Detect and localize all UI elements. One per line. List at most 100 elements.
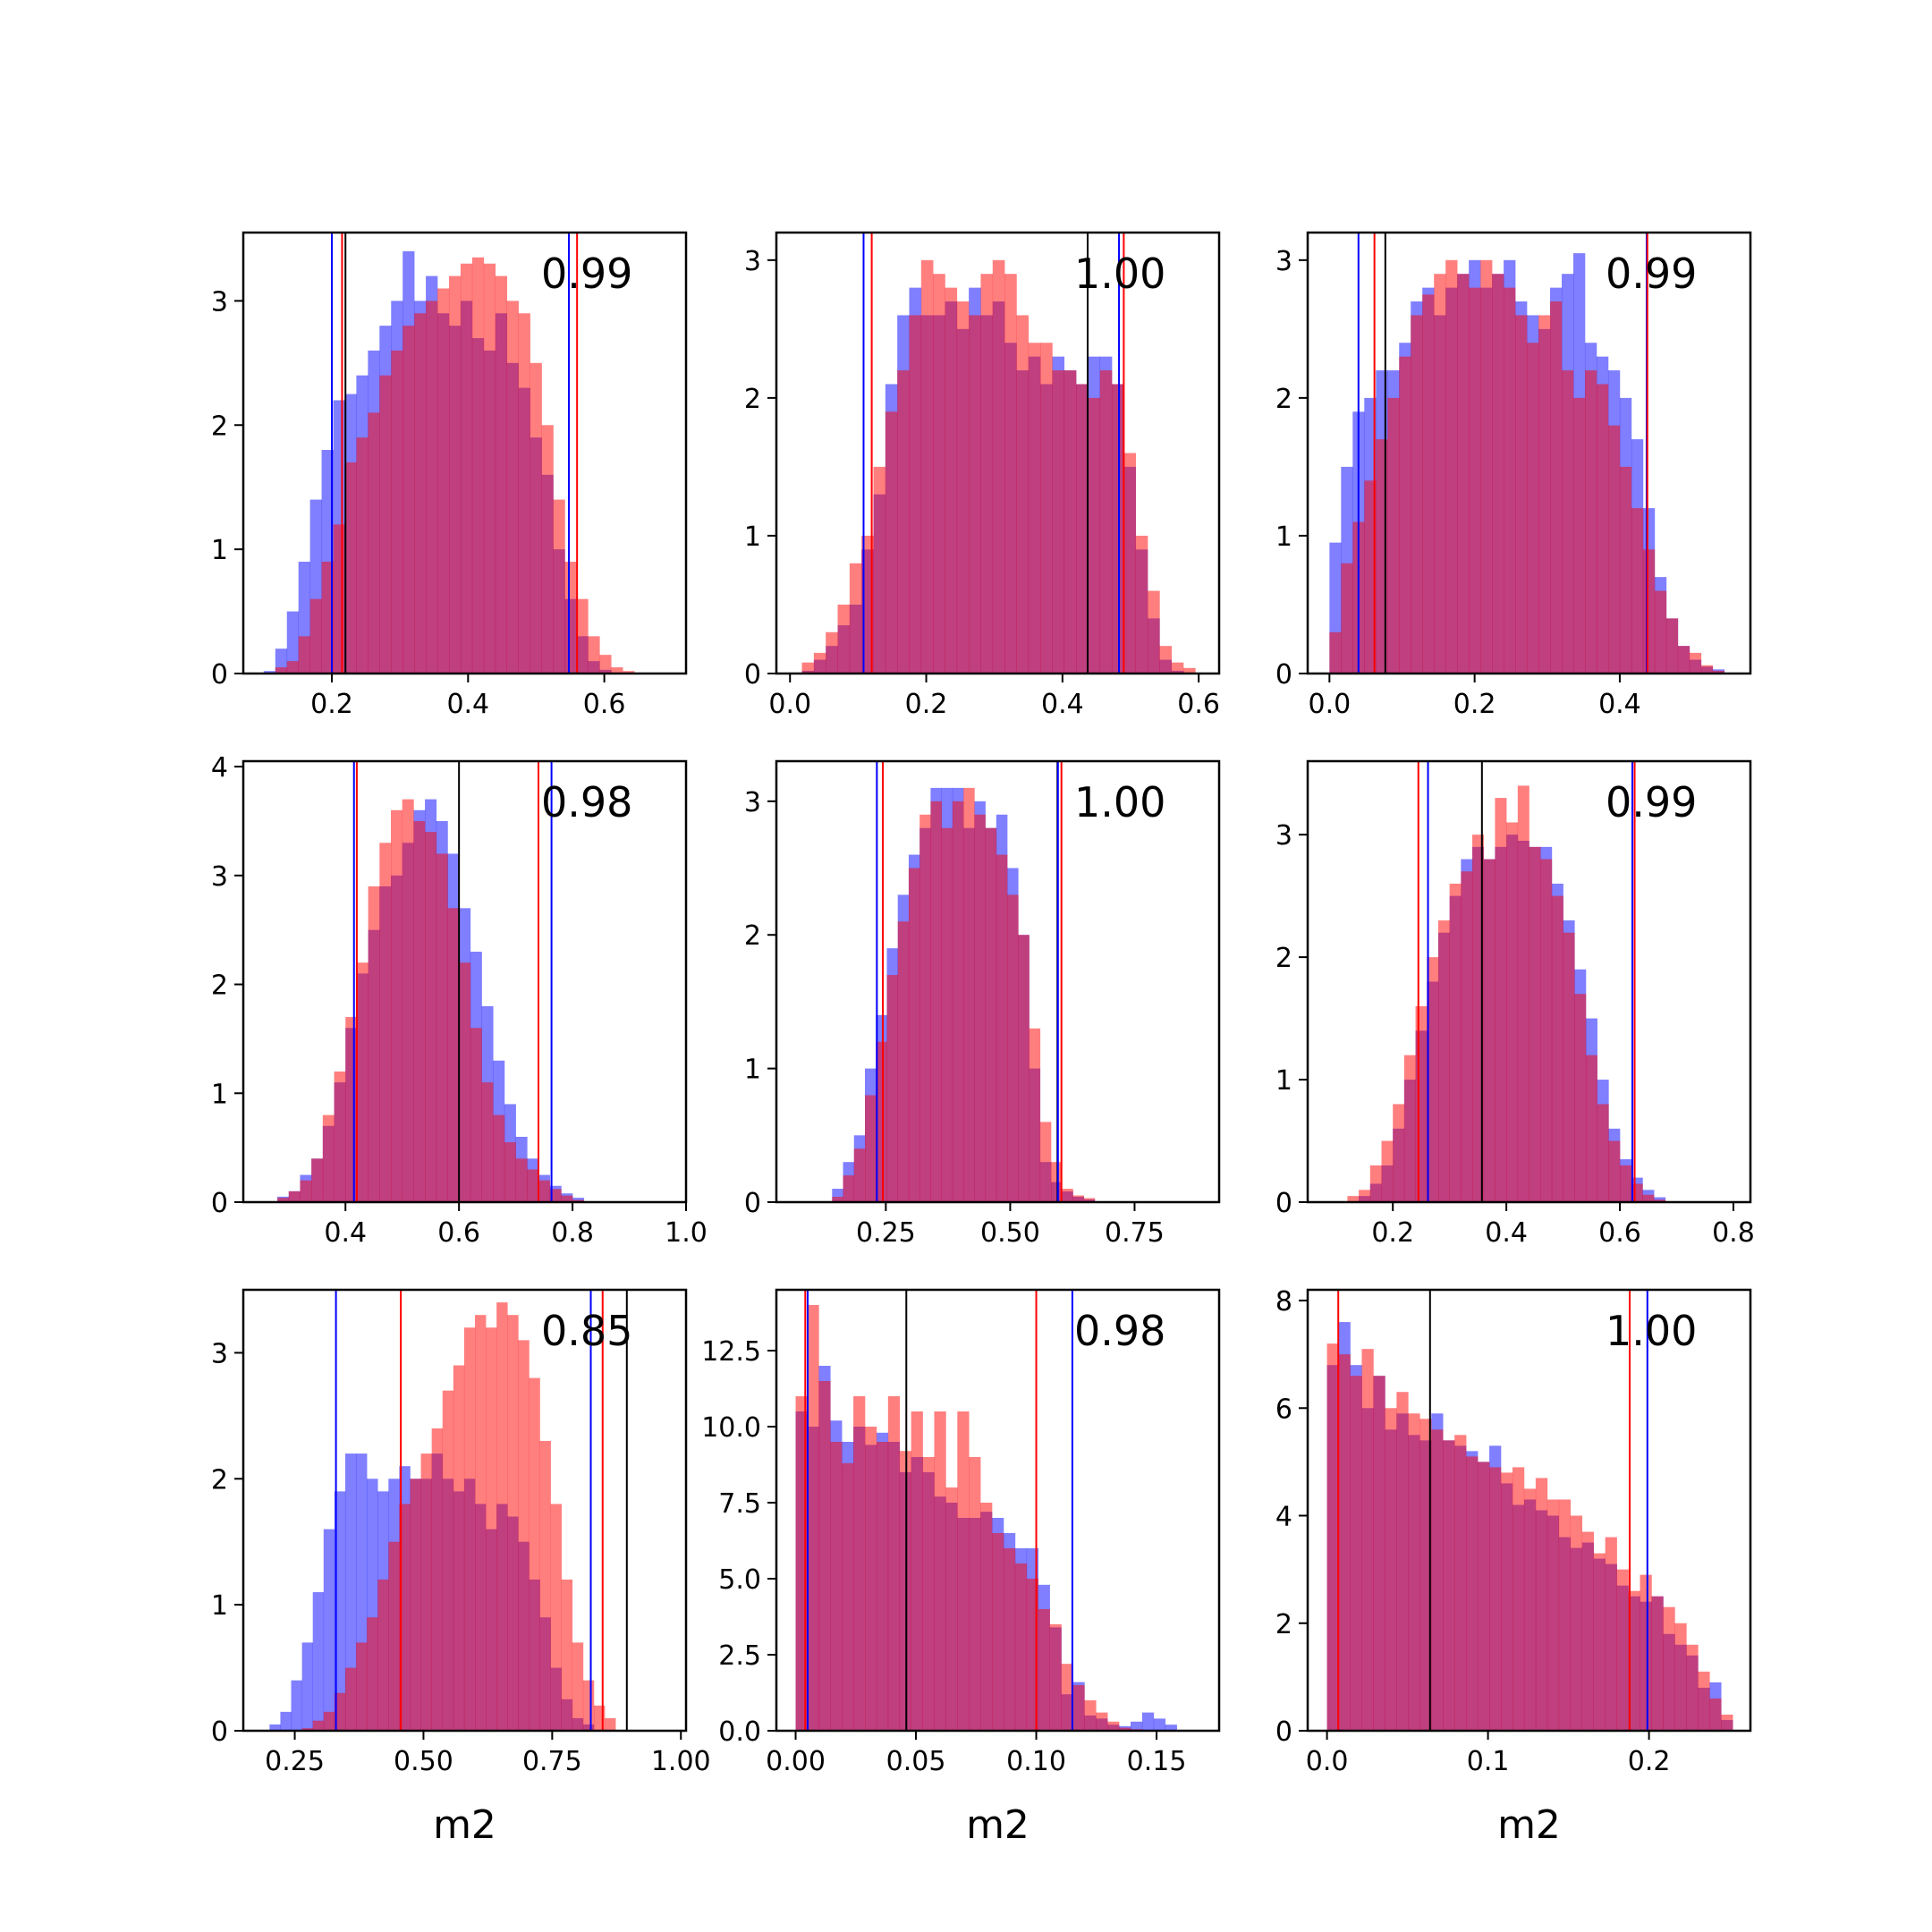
- panel-annotation: 0.99: [1606, 250, 1697, 298]
- histogram-bar: [1350, 1376, 1362, 1731]
- histogram-bar: [1393, 1104, 1405, 1202]
- histogram-bar: [865, 1095, 877, 1202]
- histogram-bar: [1369, 1165, 1382, 1202]
- histogram-bar: [957, 1411, 970, 1731]
- histogram-bar: [322, 1114, 335, 1202]
- y-tick-label: 3: [211, 861, 228, 893]
- histogram-bar: [1153, 1718, 1166, 1731]
- y-tick-label: 2: [211, 970, 228, 1002]
- histogram-bar: [1165, 1724, 1177, 1731]
- histogram-bar: [1018, 935, 1030, 1202]
- histogram-bar: [1341, 563, 1353, 674]
- x-tick-label: 0.0: [1308, 689, 1351, 720]
- histogram-bar: [813, 652, 826, 674]
- histogram-bar: [426, 301, 438, 674]
- y-tick-label: 3: [211, 1338, 228, 1369]
- histogram-bar: [344, 462, 357, 674]
- histogram-bar: [486, 1327, 497, 1731]
- axes-frame: [242, 231, 688, 675]
- histogram-bar: [1689, 652, 1702, 674]
- histogram-bar: [1492, 274, 1504, 674]
- y-tick-label: 6: [1275, 1394, 1292, 1425]
- histogram-bar: [518, 1340, 530, 1731]
- plot-area: [1347, 761, 1666, 1202]
- histogram-bar: [402, 326, 415, 674]
- histogram-bar: [356, 1642, 368, 1731]
- histogram-bar: [909, 315, 922, 674]
- histogram-bar: [1084, 1700, 1097, 1731]
- histogram-bar: [1605, 1537, 1617, 1731]
- histogram-bar: [1562, 370, 1574, 674]
- histogram-bar: [930, 801, 942, 1202]
- histogram-bar: [1478, 1462, 1490, 1731]
- histogram-bar: [911, 1411, 923, 1731]
- histogram-bar: [980, 274, 994, 674]
- histogram-bar: [300, 1180, 312, 1202]
- y-tick-label: 0.0: [718, 1716, 761, 1748]
- plot-area: [263, 233, 635, 674]
- x-tick-label: 0.4: [1598, 689, 1641, 720]
- histogram-bar: [1616, 1569, 1629, 1731]
- histogram-bar: [448, 275, 462, 674]
- axes-frame: [775, 759, 1221, 1204]
- histogram-bar: [391, 350, 403, 674]
- y-tick-label: 2.5: [718, 1640, 761, 1672]
- plot-area: [269, 1290, 628, 1731]
- histogram-bar: [1573, 397, 1586, 674]
- panel-annotation: 0.99: [1606, 778, 1697, 826]
- histogram-bar: [1654, 590, 1667, 674]
- histogram-bar: [1654, 1199, 1666, 1202]
- histogram-bar: [391, 809, 402, 1202]
- histogram-bar: [611, 667, 623, 674]
- histogram-bar: [1003, 1548, 1016, 1731]
- histogram-bar: [1052, 370, 1065, 674]
- histogram-bar: [323, 1529, 335, 1731]
- y-tick-label: 1: [211, 1590, 228, 1622]
- histogram-bar: [1461, 871, 1473, 1202]
- x-tick-label: 0.4: [1041, 689, 1084, 720]
- histogram-bar: [527, 1169, 539, 1202]
- histogram-bar: [1338, 1354, 1351, 1731]
- x-tick-label: 0.8: [1712, 1217, 1755, 1249]
- histogram-bar: [1483, 859, 1496, 1202]
- x-tick-label: 0.8: [551, 1217, 594, 1249]
- histogram-bar: [538, 1180, 550, 1202]
- histogram-bar: [463, 1327, 476, 1731]
- axes-frame: [1306, 759, 1752, 1204]
- axes-frame: [775, 1288, 1221, 1733]
- red-histogram-series: [301, 1302, 616, 1731]
- red-histogram-series: [277, 799, 585, 1202]
- x-tick-label: 0.6: [1177, 689, 1220, 720]
- x-tick-label: 0.05: [886, 1746, 946, 1777]
- histogram-bar: [1700, 665, 1714, 674]
- x-tick-label: 0.2: [1453, 689, 1496, 720]
- histogram-bar: [1628, 1590, 1640, 1731]
- histogram-bar: [1535, 1478, 1548, 1731]
- histogram-bar: [876, 1442, 889, 1731]
- histogram-bar: [309, 598, 322, 674]
- histogram-bar: [1083, 1198, 1096, 1202]
- histogram-bar: [956, 301, 970, 674]
- histogram-bar: [974, 814, 986, 1202]
- x-tick-label: 0.6: [1598, 1217, 1641, 1249]
- y-tick-label: 10.0: [701, 1412, 761, 1444]
- histogram-bar: [1551, 895, 1563, 1202]
- histogram-bar: [1527, 343, 1539, 674]
- y-tick-label: 5.0: [718, 1564, 761, 1596]
- histogram-bar: [1016, 315, 1030, 674]
- y-tick-label: 1: [744, 521, 761, 553]
- histogram-bar: [1415, 1005, 1428, 1202]
- histogram-bar: [861, 535, 874, 674]
- histogram-bar: [413, 820, 426, 1202]
- y-tick-label: 0: [211, 1716, 228, 1748]
- histogram-bar: [572, 1642, 584, 1731]
- histogram-bar: [1538, 315, 1551, 674]
- histogram-bar: [1004, 274, 1017, 674]
- x-tick-label: 0.75: [522, 1746, 582, 1777]
- histogram-bar: [1457, 274, 1470, 674]
- histogram-bar: [1419, 1419, 1432, 1731]
- histogram-bar: [842, 1462, 854, 1731]
- histogram-bar: [945, 287, 958, 674]
- y-tick-label: 4: [1275, 1502, 1292, 1533]
- panel-9: 0.0 0.1 0.2 0 2 4 6 8 1.00 m2: [1275, 1286, 1752, 1848]
